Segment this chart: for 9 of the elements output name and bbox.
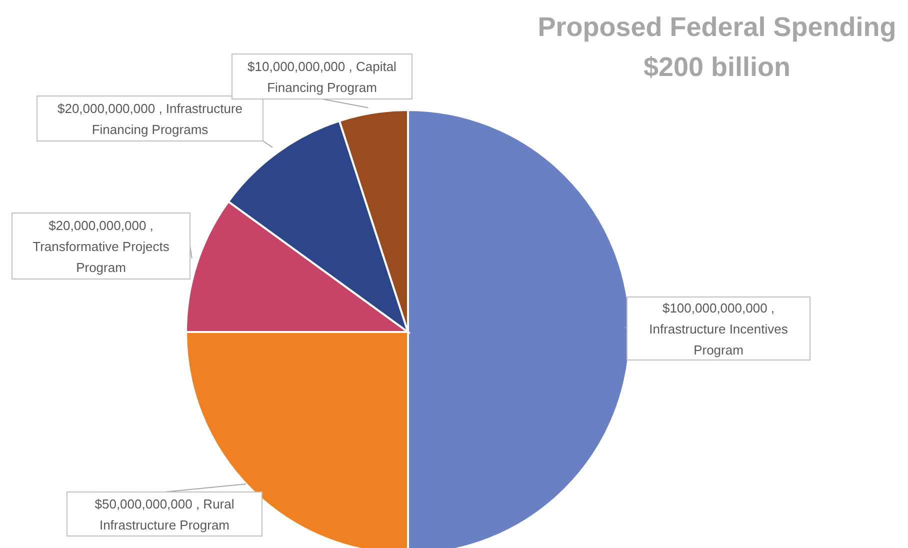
chart-subtitle: $200 billion [643, 52, 791, 82]
slice-label: $10,000,000,000 , Capital Financing Program [248, 59, 397, 95]
data-label: $100,000,000,000 , [662, 300, 775, 316]
slice-label: Infrastructure Incentives Program [649, 322, 788, 358]
slice-label: $50,000,000,000 , Rural Infrastructure Program [94, 496, 234, 532]
slice-label: Transformative Projects Program [32, 239, 170, 275]
data-label: $20,000,000,000 , [48, 218, 154, 233]
slice-label: $20,000,000,000 , Infrastructure Financing Programs [57, 101, 243, 137]
chart-title: Proposed Federal Spending [538, 12, 896, 42]
